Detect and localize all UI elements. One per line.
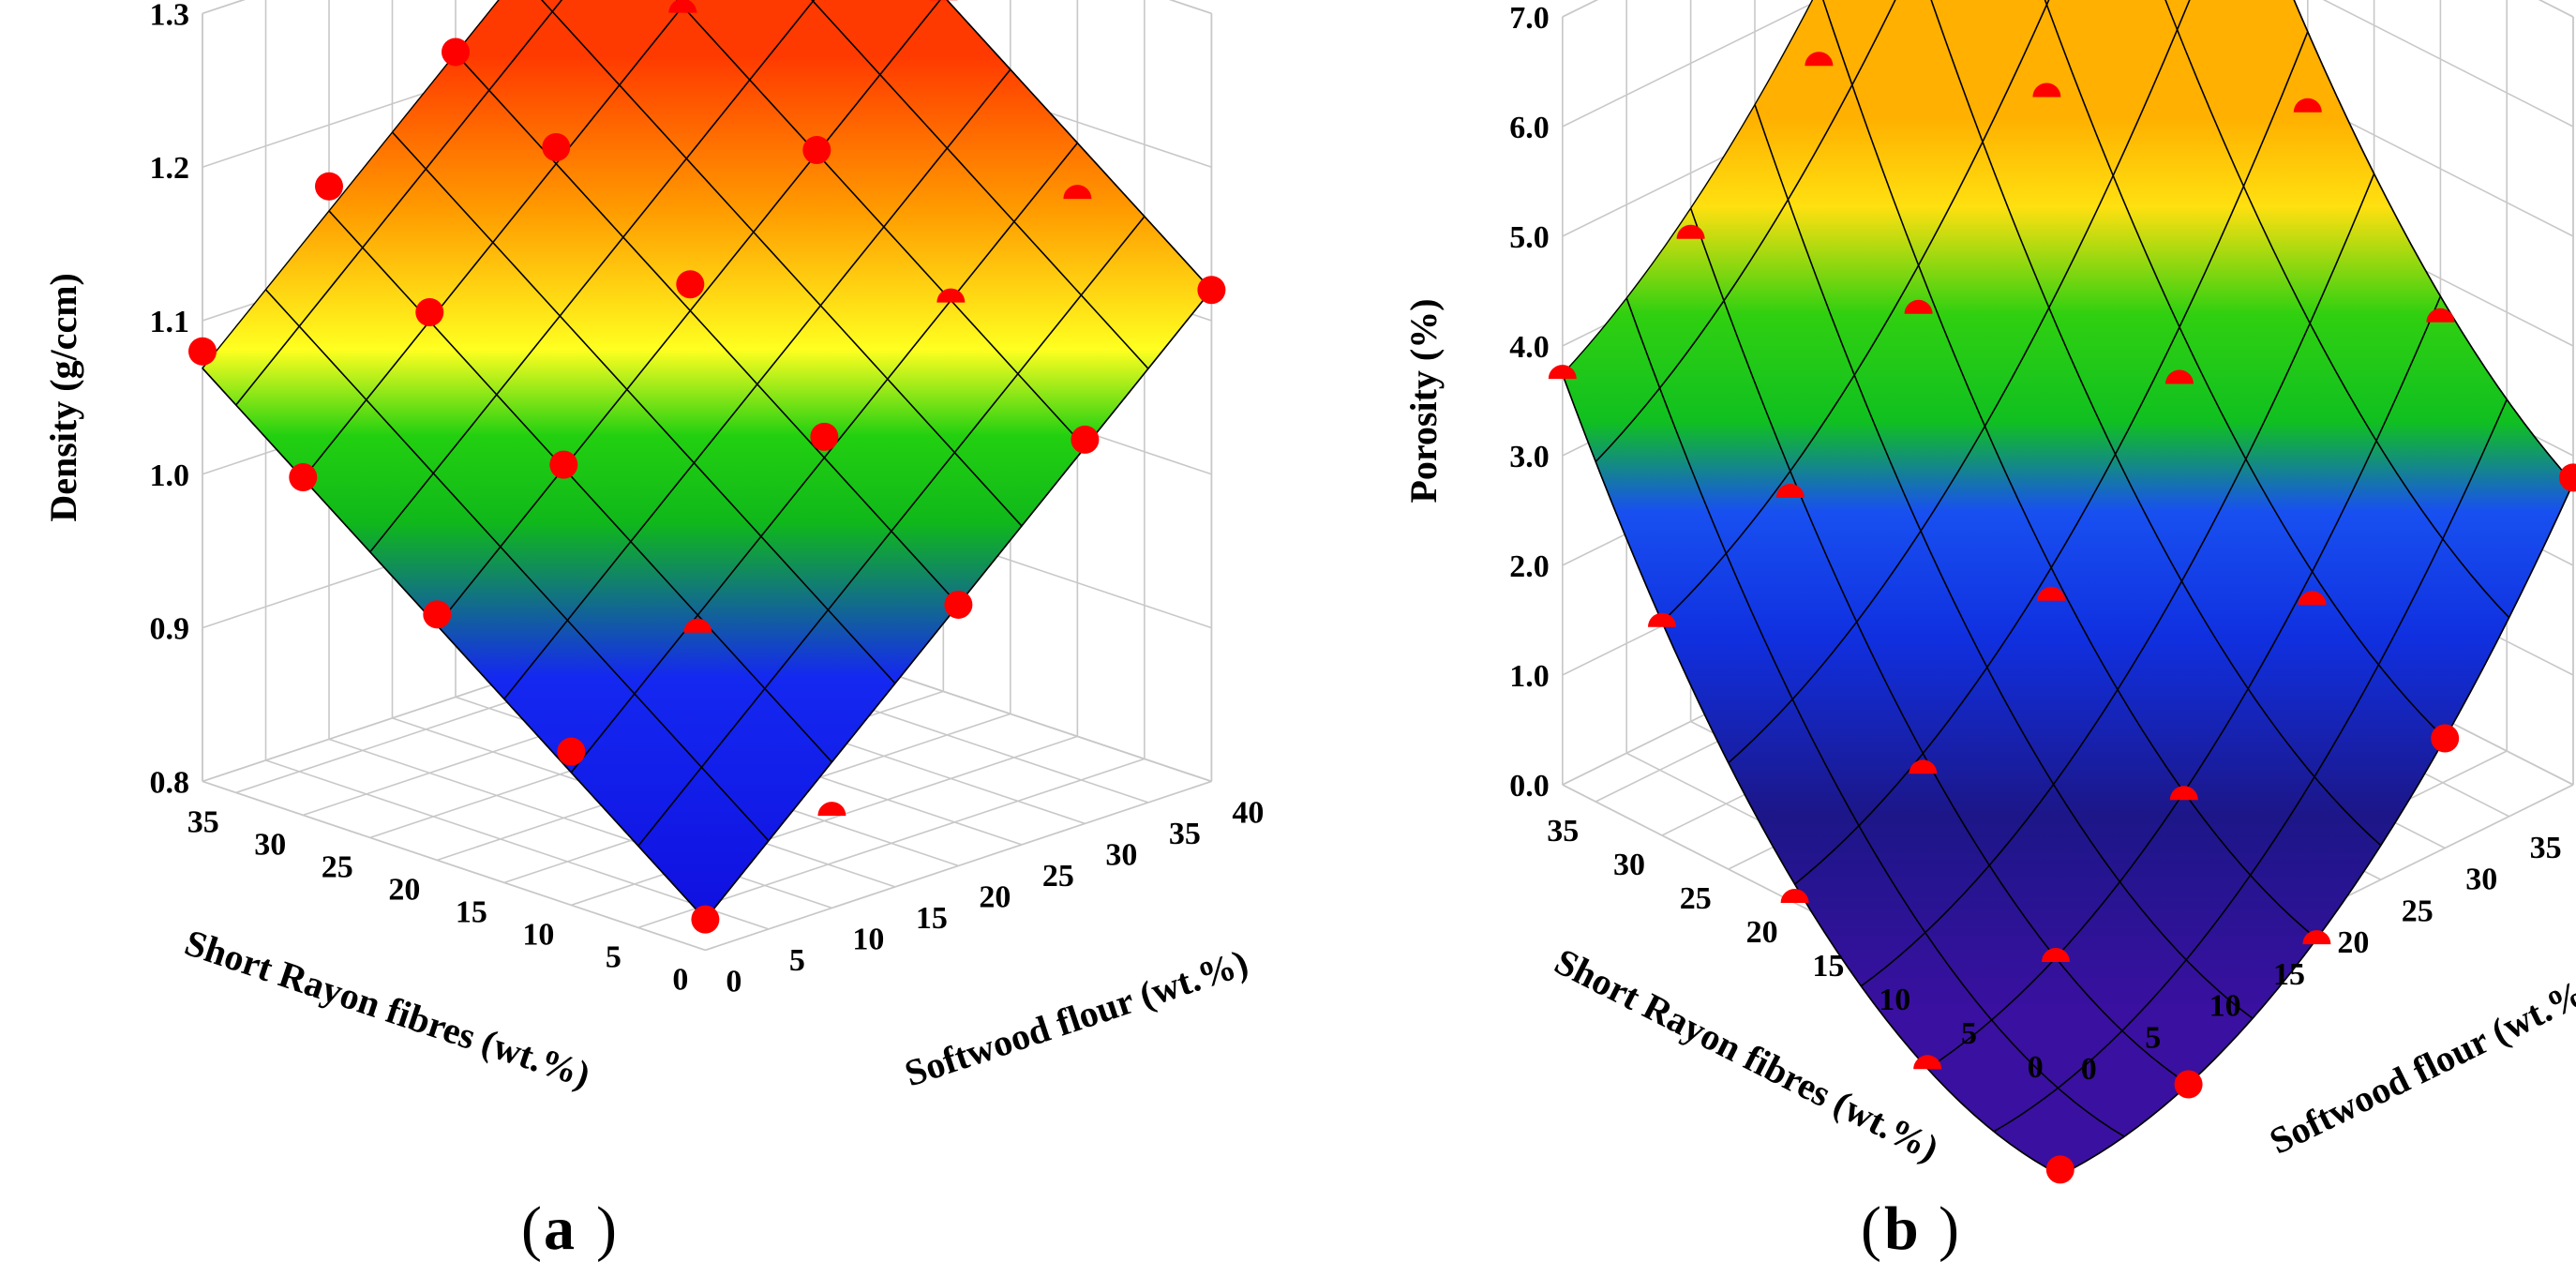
x-tick-label: 10 <box>2209 989 2241 1024</box>
data-point <box>691 906 719 934</box>
z-axis-label: Density (g/ccm) <box>42 273 84 521</box>
data-point <box>557 738 585 766</box>
y-tick-label: 25 <box>322 849 353 884</box>
panel-b-label: b <box>1884 1194 1919 1263</box>
x-tick-label: 20 <box>979 879 1011 914</box>
z-tick-label: 3.0 <box>1509 440 1550 474</box>
data-point <box>1071 426 1099 454</box>
x-tick-label: 0 <box>726 964 741 999</box>
panel-b-label-close: ) <box>1939 1194 1959 1263</box>
z-tick-label: 1.0 <box>150 458 190 493</box>
z-tick-label: 5.0 <box>1509 220 1550 255</box>
x-tick-label: 10 <box>852 922 884 956</box>
data-point <box>944 591 972 619</box>
surface <box>202 0 1211 920</box>
x-tick-label: 35 <box>1169 817 1201 851</box>
y-tick-label: 20 <box>1746 915 1778 950</box>
x-axis-label: Softwood flour (wt.%) <box>2263 966 2576 1163</box>
data-point <box>676 270 704 298</box>
x-tick-label: 15 <box>2273 957 2305 992</box>
z-tick-label: 4.0 <box>1509 330 1550 365</box>
x-axis-label: Softwood flour (wt.%) <box>900 941 1253 1095</box>
x-tick-label: 25 <box>1042 859 1074 894</box>
x-tick-label: 5 <box>2145 1020 2161 1055</box>
panel-b-label-open: ( <box>1861 1194 1881 1263</box>
density-surface-plot: 0.8 0.9 1.0 1.1 1.2 1.3 Density (g/ccm) 0 5 10 15 2… <box>42 0 1264 1096</box>
porosity-surface-plot: 0.0 1.0 2.0 3.0 4.0 5.0 6.0 7.0 Porosity (%) 0 5 10… <box>1402 0 2576 1183</box>
x-tick-label: 20 <box>2337 925 2369 960</box>
x-tick-label: 25 <box>2402 894 2434 928</box>
y-tick-label: 30 <box>1613 848 1645 882</box>
y-tick-label: 10 <box>1879 983 1910 1017</box>
y-tick-label: 0 <box>2028 1050 2044 1085</box>
data-point <box>810 423 838 451</box>
data-point <box>2431 725 2459 753</box>
y-tick-label: 35 <box>1547 814 1579 849</box>
z-axis-label: Porosity (%) <box>1402 298 1445 503</box>
data-point <box>415 298 443 326</box>
data-point <box>315 173 343 201</box>
x-tick-label: 5 <box>789 943 805 978</box>
data-point <box>423 600 451 628</box>
z-tick-label: 1.0 <box>1509 659 1550 694</box>
surface <box>1563 0 2573 1175</box>
x-tick-label: 40 <box>1232 795 1264 830</box>
data-point <box>1197 276 1225 304</box>
data-point <box>442 38 470 66</box>
panel-a-label-open: ( <box>521 1194 542 1263</box>
y-tick-label: 10 <box>522 917 554 952</box>
data-point <box>188 338 217 366</box>
data-point <box>802 136 831 164</box>
y-tick-label: 15 <box>1812 949 1844 984</box>
x-tick-label: 30 <box>1105 837 1137 872</box>
z-tick-label: 0.8 <box>150 765 190 800</box>
data-point <box>542 133 570 161</box>
y-tick-label: 35 <box>187 804 219 839</box>
data-point <box>2046 1155 2074 1183</box>
y-tick-label: 15 <box>456 894 487 929</box>
z-tick-label: 7.0 <box>1509 1 1550 36</box>
z-axis-ticks: 0.8 0.9 1.0 1.1 1.2 1.3 <box>150 0 190 800</box>
data-point <box>817 802 846 816</box>
z-tick-label: 6.0 <box>1509 111 1550 145</box>
z-tick-label: 1.3 <box>150 0 190 32</box>
panel-a-label-close: ) <box>596 1194 617 1263</box>
data-point <box>2175 1071 2203 1099</box>
z-tick-label: 2.0 <box>1509 549 1550 584</box>
z-tick-label: 0.0 <box>1509 769 1550 804</box>
y-tick-label: 20 <box>388 872 420 907</box>
z-axis-ticks: 0.0 1.0 2.0 3.0 4.0 5.0 6.0 7.0 <box>1509 1 1550 804</box>
x-tick-label: 35 <box>2530 831 2562 865</box>
y-tick-label: 5 <box>1961 1016 1977 1051</box>
z-tick-label: 1.1 <box>150 305 190 339</box>
z-tick-label: 0.9 <box>150 612 190 647</box>
y-tick-label: 30 <box>254 827 286 862</box>
panel-a-label: a <box>544 1194 575 1263</box>
data-point <box>289 463 317 491</box>
x-tick-label: 30 <box>2465 863 2497 897</box>
y-tick-label: 25 <box>1680 881 1712 916</box>
x-tick-label: 15 <box>916 901 948 936</box>
y-tick-label: 0 <box>672 962 688 997</box>
x-tick-label: 0 <box>2081 1052 2097 1087</box>
data-point <box>549 451 577 479</box>
z-tick-label: 1.2 <box>150 151 190 186</box>
y-tick-label: 5 <box>606 939 622 974</box>
